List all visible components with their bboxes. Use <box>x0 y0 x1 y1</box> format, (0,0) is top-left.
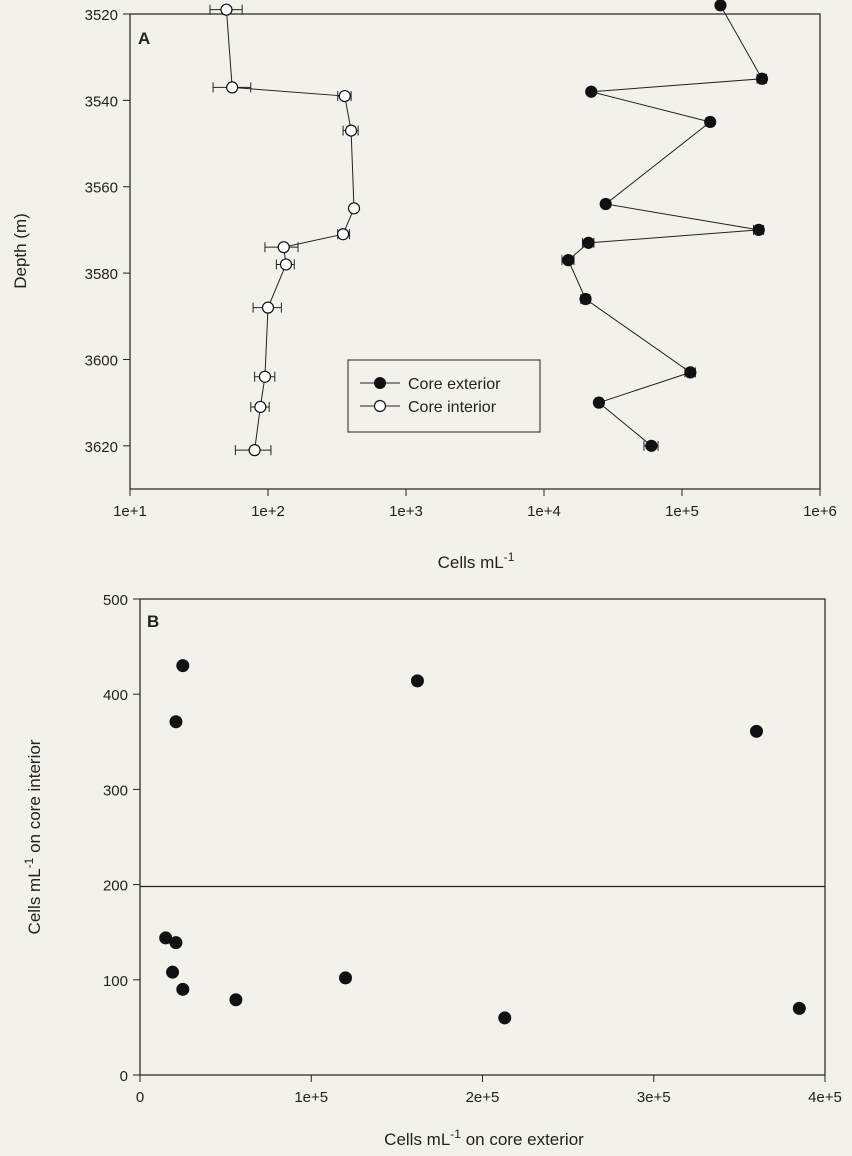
panel-a-core-interior-point <box>226 81 239 94</box>
panel-a-core-interior-line <box>225 9 355 451</box>
panel-a: A 1e+1 1e+2 1e+3 1e+4 1e+5 1e+6 3520354035603… <box>11 0 837 572</box>
legend: Core exterior Core interior <box>347 359 541 433</box>
panel-a-y-tick-label: 3540 <box>85 93 118 110</box>
panel-b-x-tick-label: 4e+5 <box>808 1089 842 1106</box>
legend-marker-core-interior <box>373 399 387 413</box>
panel-a-x-axis-title: Cells mL-1 <box>438 550 515 572</box>
panel-a-core-interior-point <box>338 89 351 103</box>
panel-b-y-tick-label: 300 <box>103 782 128 799</box>
panel-a-x-tick-label: 1e+4 <box>527 503 561 520</box>
panel-b-point <box>339 971 352 985</box>
panel-a-core-interior-point <box>344 124 358 137</box>
panel-b-point <box>169 936 183 950</box>
panel-a-core-exterior-point <box>579 292 592 306</box>
panel-b-y-tick-label: 500 <box>103 592 128 609</box>
panel-b-x-axis: 0 1e+5 2e+5 3e+5 4e+5 <box>136 1075 842 1106</box>
panel-a-x-axis: 1e+1 1e+2 1e+3 1e+4 1e+5 1e+6 <box>113 489 837 520</box>
panel-b: B 0 1e+5 2e+5 3e+5 4e+5 0 100 200 300 400 500 Cel… <box>22 592 842 1149</box>
panel-a-core-interior-point <box>336 228 350 241</box>
panel-a-core-exterior-line <box>567 5 763 447</box>
panel-a-core-interior-point <box>347 202 361 215</box>
panel-a-core-interior-point <box>220 3 233 16</box>
panel-b-point <box>410 674 424 688</box>
panel-a-x-axis-title-superscript: -1 <box>504 550 515 564</box>
panel-b-y-tick-label: 100 <box>103 973 128 990</box>
panel-b-y-tick-label: 400 <box>103 687 128 704</box>
panel-b-y-tick-label: 0 <box>120 1068 128 1085</box>
panel-b-point <box>176 982 190 996</box>
panel-a-core-interior-point <box>258 370 272 383</box>
panel-b-plot-frame <box>139 598 826 1076</box>
panel-a-core-exterior-point <box>562 254 575 267</box>
panel-a-core-exterior-point <box>755 72 769 85</box>
legend-box <box>347 359 541 433</box>
panel-a-plot-frame <box>129 13 821 490</box>
panel-b-x-tick-label: 3e+5 <box>637 1089 671 1106</box>
panel-a-core-exterior-point <box>582 236 595 249</box>
panel-a-core-exterior-point <box>714 0 727 12</box>
panel-a-core-exterior-point <box>704 115 717 129</box>
panel-a-y-tick-label: 3600 <box>85 352 118 369</box>
panel-b-x-axis-title-superscript: -1 <box>450 1127 461 1141</box>
panel-a-y-axis-title: Depth (m) <box>11 213 30 289</box>
panel-a-y-axis: 3520 3540 3560 3580 3600 3620 <box>85 7 130 456</box>
panel-a-core-exterior-point <box>592 396 606 409</box>
legend-label-core-exterior: Core exterior <box>408 376 501 393</box>
panel-b-x-tick-label: 2e+5 <box>466 1089 500 1106</box>
panel-b-point <box>498 1011 512 1025</box>
legend-label-core-interior: Core interior <box>408 399 497 416</box>
panel-b-x-tick-label: 0 <box>136 1089 144 1106</box>
panel-a-y-tick-label: 3580 <box>85 266 118 283</box>
panel-b-y-tick-label: 200 <box>103 878 128 895</box>
panel-a-core-exterior-point <box>599 197 612 211</box>
panel-a-letter: A <box>138 29 150 48</box>
panel-a-x-tick-label: 1e+6 <box>803 503 837 520</box>
panel-b-point <box>169 715 183 729</box>
panel-a-y-tick-label: 3620 <box>85 439 118 456</box>
panel-b-x-axis-title-suffix: on core exterior <box>461 1130 584 1149</box>
panel-b-point <box>229 993 243 1007</box>
panel-b-letter: B <box>147 612 159 631</box>
legend-marker-core-exterior <box>374 377 386 389</box>
panel-b-points <box>159 659 806 1025</box>
panel-b-y-axis-title-suffix: on core interior <box>25 739 44 857</box>
panel-b-point <box>176 659 190 673</box>
panel-b-x-axis-title: Cells mL-1 on core exterior <box>384 1127 584 1149</box>
panel-a-x-tick-label: 1e+1 <box>113 503 147 520</box>
panel-a-core-interior-point <box>254 400 267 414</box>
panel-a-x-tick-label: 1e+3 <box>389 503 423 520</box>
panel-b-point <box>792 1001 806 1015</box>
panel-a-y-tick-label: 3520 <box>85 7 118 24</box>
panel-a-core-exterior-point <box>684 366 697 379</box>
panel-a-x-tick-label: 1e+2 <box>251 503 285 520</box>
panel-b-y-axis-title: Cells mL-1 on core interior <box>22 739 44 934</box>
panel-b-point <box>750 724 763 738</box>
panel-a-core-interior-point <box>248 444 261 457</box>
panel-a-core-exterior-point <box>585 85 598 98</box>
panel-b-y-axis-title-base: Cells mL <box>25 868 44 934</box>
panel-a-core-interior-point <box>261 301 275 314</box>
panel-b-y-axis-title-superscript: -1 <box>22 857 36 868</box>
panel-a-x-tick-label: 1e+5 <box>665 503 699 520</box>
panel-a-series <box>209 0 769 457</box>
panel-b-point <box>166 965 180 979</box>
panel-a-core-exterior-point <box>752 223 765 237</box>
panel-b-x-axis-title-base: Cells mL <box>384 1130 450 1149</box>
panel-b-y-axis: 0 100 200 300 400 500 <box>103 592 140 1085</box>
panel-a-core-interior-point <box>277 241 290 254</box>
panel-a-core-interior-point <box>279 258 293 271</box>
panel-a-y-tick-label: 3560 <box>85 180 118 197</box>
panel-a-x-axis-title-base: Cells mL <box>438 553 504 572</box>
panel-a-core-exterior-point <box>645 439 658 452</box>
panel-b-x-tick-label: 1e+5 <box>294 1089 328 1106</box>
